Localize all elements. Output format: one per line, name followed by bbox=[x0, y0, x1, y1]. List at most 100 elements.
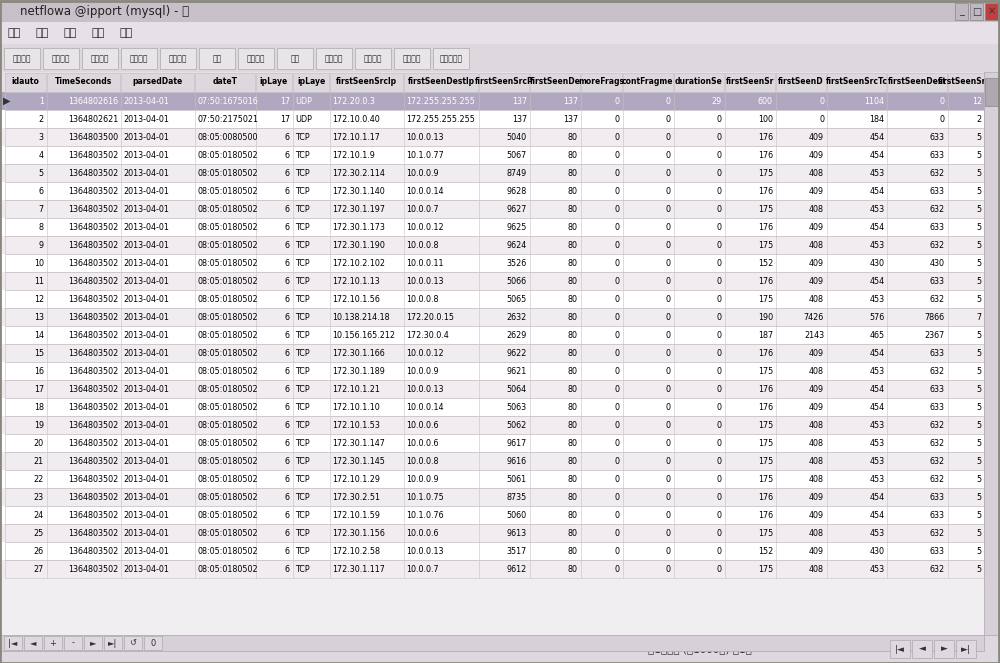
Text: 409: 409 bbox=[809, 276, 824, 286]
Text: 0: 0 bbox=[666, 511, 671, 520]
Text: 2013-04-01: 2013-04-01 bbox=[123, 259, 169, 267]
Text: 633: 633 bbox=[930, 349, 945, 357]
Text: 0: 0 bbox=[666, 115, 671, 123]
Text: TCP: TCP bbox=[295, 402, 310, 412]
Text: 9625: 9625 bbox=[506, 223, 527, 231]
Text: 6: 6 bbox=[285, 402, 290, 412]
Text: 0: 0 bbox=[717, 367, 722, 375]
Bar bbox=[4, 636, 22, 650]
Text: ×: × bbox=[987, 7, 996, 17]
Text: 172.30.1.156: 172.30.1.156 bbox=[332, 528, 385, 538]
Text: 1364803502: 1364803502 bbox=[68, 259, 118, 267]
Text: 2013-04-01: 2013-04-01 bbox=[123, 493, 169, 501]
Text: 80: 80 bbox=[568, 186, 578, 196]
Text: 408: 408 bbox=[809, 438, 824, 448]
Text: 5066: 5066 bbox=[507, 276, 527, 286]
Bar bbox=[0, 506, 1000, 524]
Text: 12: 12 bbox=[972, 97, 982, 105]
Text: 1364803502: 1364803502 bbox=[68, 402, 118, 412]
Text: 175: 175 bbox=[758, 564, 773, 573]
Bar bbox=[355, 48, 391, 69]
Text: 172.20.0.3: 172.20.0.3 bbox=[332, 97, 375, 105]
Text: TCP: TCP bbox=[295, 168, 310, 178]
Text: 1364803502: 1364803502 bbox=[68, 241, 118, 249]
Text: 9613: 9613 bbox=[507, 528, 527, 538]
Text: 80: 80 bbox=[568, 475, 578, 483]
Text: 0: 0 bbox=[615, 367, 620, 375]
Text: TCP: TCP bbox=[295, 420, 310, 430]
Text: 2013-04-01: 2013-04-01 bbox=[123, 438, 169, 448]
Text: 0: 0 bbox=[666, 564, 671, 573]
Bar bbox=[0, 488, 1000, 506]
Text: 172.255.255.255: 172.255.255.255 bbox=[406, 97, 475, 105]
Text: 0: 0 bbox=[615, 385, 620, 394]
Text: 0: 0 bbox=[615, 511, 620, 520]
Text: 2013-04-01: 2013-04-01 bbox=[123, 475, 169, 483]
Text: 632: 632 bbox=[930, 457, 945, 465]
Text: 80: 80 bbox=[568, 420, 578, 430]
Text: 9: 9 bbox=[39, 241, 44, 249]
Bar bbox=[121, 48, 157, 69]
Text: 08:05:0180502: 08:05:0180502 bbox=[197, 475, 258, 483]
Text: 0: 0 bbox=[717, 151, 722, 160]
Text: 0: 0 bbox=[615, 349, 620, 357]
Text: 6: 6 bbox=[285, 546, 290, 556]
Text: 0: 0 bbox=[666, 133, 671, 141]
Text: 0: 0 bbox=[717, 402, 722, 412]
Bar bbox=[623, 73, 673, 92]
Text: 5063: 5063 bbox=[507, 402, 527, 412]
Text: 190: 190 bbox=[758, 312, 773, 322]
Text: 5: 5 bbox=[977, 564, 982, 573]
Text: UDP: UDP bbox=[295, 115, 312, 123]
Text: 8735: 8735 bbox=[507, 493, 527, 501]
Bar bbox=[0, 218, 1000, 236]
Bar bbox=[256, 73, 292, 92]
Text: 2013-04-01: 2013-04-01 bbox=[123, 457, 169, 465]
Text: 5: 5 bbox=[977, 349, 982, 357]
Text: 窗口: 窗口 bbox=[92, 28, 105, 38]
Text: 176: 176 bbox=[758, 186, 773, 196]
Text: 408: 408 bbox=[809, 241, 824, 249]
Text: 20: 20 bbox=[34, 438, 44, 448]
Text: 0: 0 bbox=[615, 312, 620, 322]
Bar bbox=[47, 73, 120, 92]
Text: 08:05:0180502: 08:05:0180502 bbox=[197, 259, 258, 267]
Text: 6: 6 bbox=[285, 133, 290, 141]
Text: 172.10.0.40: 172.10.0.40 bbox=[332, 115, 380, 123]
Text: 0: 0 bbox=[615, 115, 620, 123]
Bar bbox=[0, 560, 1000, 578]
Text: 0: 0 bbox=[717, 528, 722, 538]
Text: 0: 0 bbox=[666, 259, 671, 267]
Text: 175: 175 bbox=[758, 475, 773, 483]
Text: 08:05:0180502: 08:05:0180502 bbox=[197, 241, 258, 249]
Bar bbox=[674, 73, 724, 92]
Text: 409: 409 bbox=[809, 385, 824, 394]
Bar bbox=[912, 640, 932, 658]
Text: 80: 80 bbox=[568, 367, 578, 375]
Text: 08:05:0180502: 08:05:0180502 bbox=[197, 276, 258, 286]
Text: 0: 0 bbox=[717, 385, 722, 394]
Text: 176: 176 bbox=[758, 511, 773, 520]
Text: 409: 409 bbox=[809, 259, 824, 267]
Text: 453: 453 bbox=[869, 204, 884, 213]
Text: 5: 5 bbox=[977, 511, 982, 520]
Text: 10.0.0.7: 10.0.0.7 bbox=[406, 204, 439, 213]
Bar bbox=[0, 635, 984, 651]
Text: 633: 633 bbox=[930, 385, 945, 394]
Text: -: - bbox=[72, 638, 74, 648]
Text: 633: 633 bbox=[930, 546, 945, 556]
Text: 1: 1 bbox=[39, 97, 44, 105]
Bar bbox=[43, 48, 79, 69]
Text: 5: 5 bbox=[39, 168, 44, 178]
Bar bbox=[0, 44, 1000, 72]
Text: 第1条记录 (共1000条) 第1页: 第1条记录 (共1000条) 第1页 bbox=[648, 644, 752, 654]
Text: 454: 454 bbox=[869, 493, 884, 501]
Text: 27: 27 bbox=[34, 564, 44, 573]
Text: 26: 26 bbox=[34, 546, 44, 556]
Text: 0: 0 bbox=[666, 402, 671, 412]
Text: 6: 6 bbox=[285, 564, 290, 573]
Text: 4: 4 bbox=[39, 151, 44, 160]
Text: 80: 80 bbox=[568, 151, 578, 160]
Text: 5060: 5060 bbox=[507, 511, 527, 520]
Text: 632: 632 bbox=[930, 528, 945, 538]
